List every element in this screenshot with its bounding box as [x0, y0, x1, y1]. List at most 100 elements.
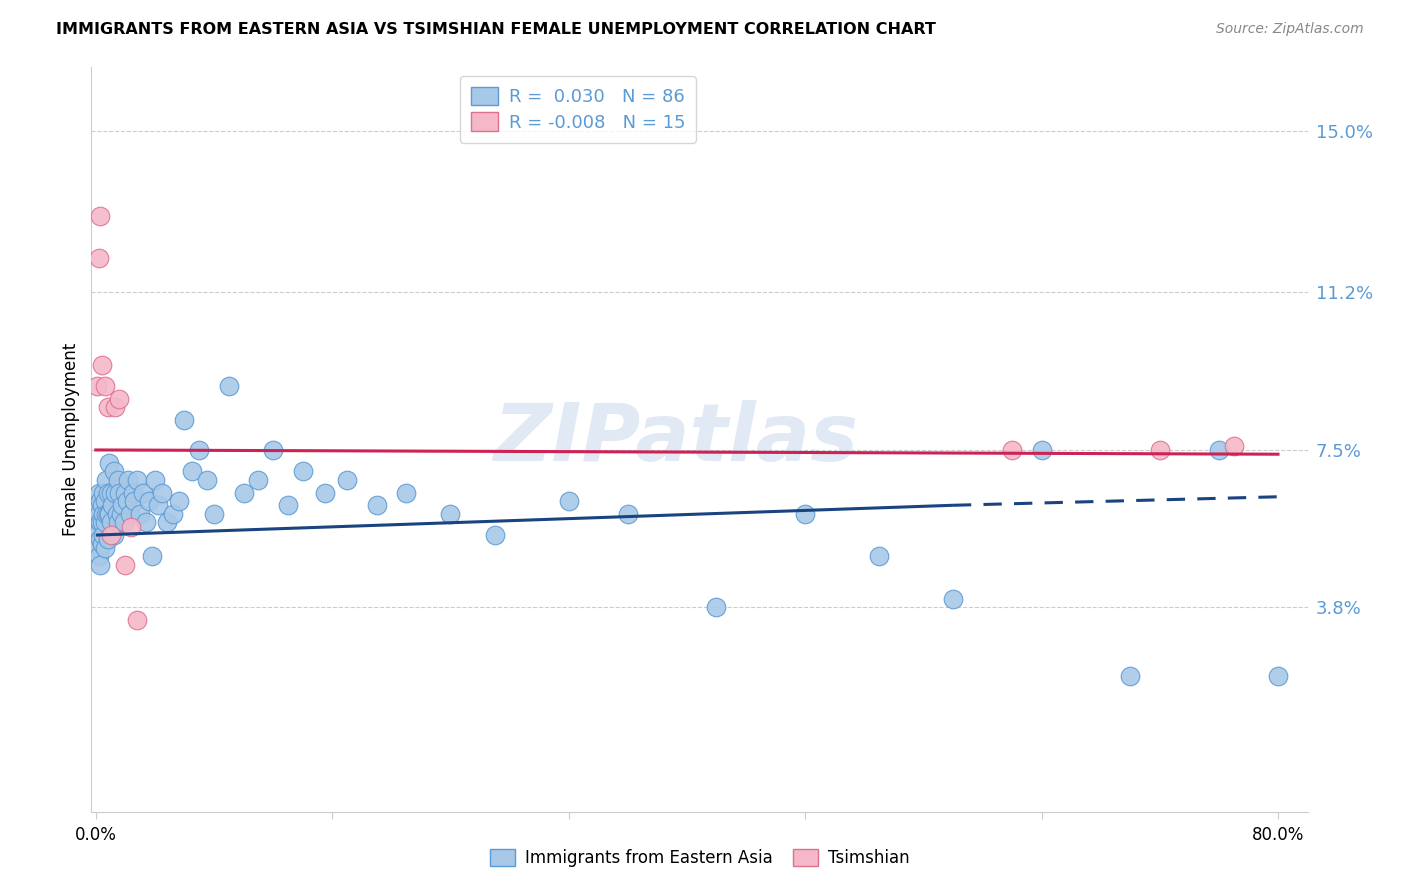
Point	[195, 473, 218, 487]
Point	[105, 507, 128, 521]
Point	[141, 549, 163, 564]
Point	[150, 485, 173, 500]
Point	[86, 541, 108, 555]
Point	[91, 507, 114, 521]
Point	[112, 516, 135, 530]
Point	[1208, 442, 1230, 457]
Point	[132, 485, 155, 500]
Y-axis label: Female Unemployment: Female Unemployment	[62, 343, 80, 536]
Point	[115, 494, 138, 508]
Point	[188, 442, 211, 457]
Point	[93, 379, 115, 393]
Point	[143, 473, 166, 487]
Point	[87, 252, 110, 266]
Point	[122, 494, 145, 508]
Point	[90, 516, 112, 530]
Point	[1031, 442, 1053, 457]
Point	[89, 209, 111, 223]
Point	[314, 485, 336, 500]
Point	[107, 473, 129, 487]
Point	[97, 485, 120, 500]
Point	[117, 473, 139, 487]
Point	[86, 528, 108, 542]
Point	[98, 456, 121, 470]
Point	[1149, 442, 1171, 457]
Point	[111, 498, 134, 512]
Point	[91, 485, 114, 500]
Point	[135, 516, 157, 530]
Point	[101, 498, 124, 512]
Point	[104, 401, 127, 415]
Point	[86, 516, 108, 530]
Point	[146, 498, 169, 512]
Point	[103, 528, 125, 542]
Point	[87, 549, 110, 564]
Point	[110, 507, 132, 521]
Point	[167, 494, 190, 508]
Point	[127, 473, 149, 487]
Point	[156, 516, 179, 530]
Point	[484, 528, 506, 542]
Point	[247, 473, 270, 487]
Point	[114, 558, 136, 572]
Point	[129, 507, 152, 521]
Point	[90, 536, 112, 550]
Point	[97, 401, 120, 415]
Point	[108, 485, 131, 500]
Point	[86, 379, 108, 393]
Point	[87, 524, 110, 538]
Point	[868, 549, 890, 564]
Point	[103, 464, 125, 478]
Point	[93, 516, 115, 530]
Point	[87, 507, 110, 521]
Point	[173, 413, 195, 427]
Point	[104, 485, 127, 500]
Point	[1119, 668, 1142, 682]
Point	[93, 541, 115, 555]
Point	[89, 494, 111, 508]
Point	[291, 464, 314, 478]
Point	[96, 473, 118, 487]
Point	[127, 613, 149, 627]
Point	[794, 507, 817, 521]
Point	[98, 507, 121, 521]
Point	[108, 392, 131, 406]
Point	[89, 558, 111, 572]
Point	[232, 485, 254, 500]
Text: IMMIGRANTS FROM EASTERN ASIA VS TSIMSHIAN FEMALE UNEMPLOYMENT CORRELATION CHART: IMMIGRANTS FROM EASTERN ASIA VS TSIMSHIA…	[56, 22, 936, 37]
Point	[1222, 439, 1244, 453]
Point	[1267, 668, 1289, 682]
Legend: Immigrants from Eastern Asia, Tsimshian: Immigrants from Eastern Asia, Tsimshian	[484, 843, 915, 874]
Point	[118, 507, 141, 521]
Point	[180, 464, 202, 478]
Point	[89, 516, 111, 530]
Point	[90, 498, 112, 512]
Point	[277, 498, 299, 512]
Point	[120, 519, 142, 533]
Point	[97, 507, 120, 521]
Point	[218, 379, 240, 393]
Point	[107, 516, 129, 530]
Point	[262, 442, 284, 457]
Point	[121, 485, 143, 500]
Point	[138, 494, 160, 508]
Point	[336, 473, 359, 487]
Point	[97, 533, 120, 547]
Point	[96, 507, 118, 521]
Point	[617, 507, 640, 521]
Point	[100, 528, 122, 542]
Point	[90, 358, 112, 372]
Point	[942, 591, 965, 606]
Point	[89, 533, 111, 547]
Point	[366, 498, 388, 512]
Point	[439, 507, 461, 521]
Point	[91, 528, 114, 542]
Point	[1001, 442, 1024, 457]
Point	[706, 600, 728, 615]
Point	[202, 507, 225, 521]
Text: Source: ZipAtlas.com: Source: ZipAtlas.com	[1216, 22, 1364, 37]
Point	[114, 485, 136, 500]
Text: ZIPatlas: ZIPatlas	[492, 401, 858, 478]
Point	[395, 485, 418, 500]
Point	[162, 507, 184, 521]
